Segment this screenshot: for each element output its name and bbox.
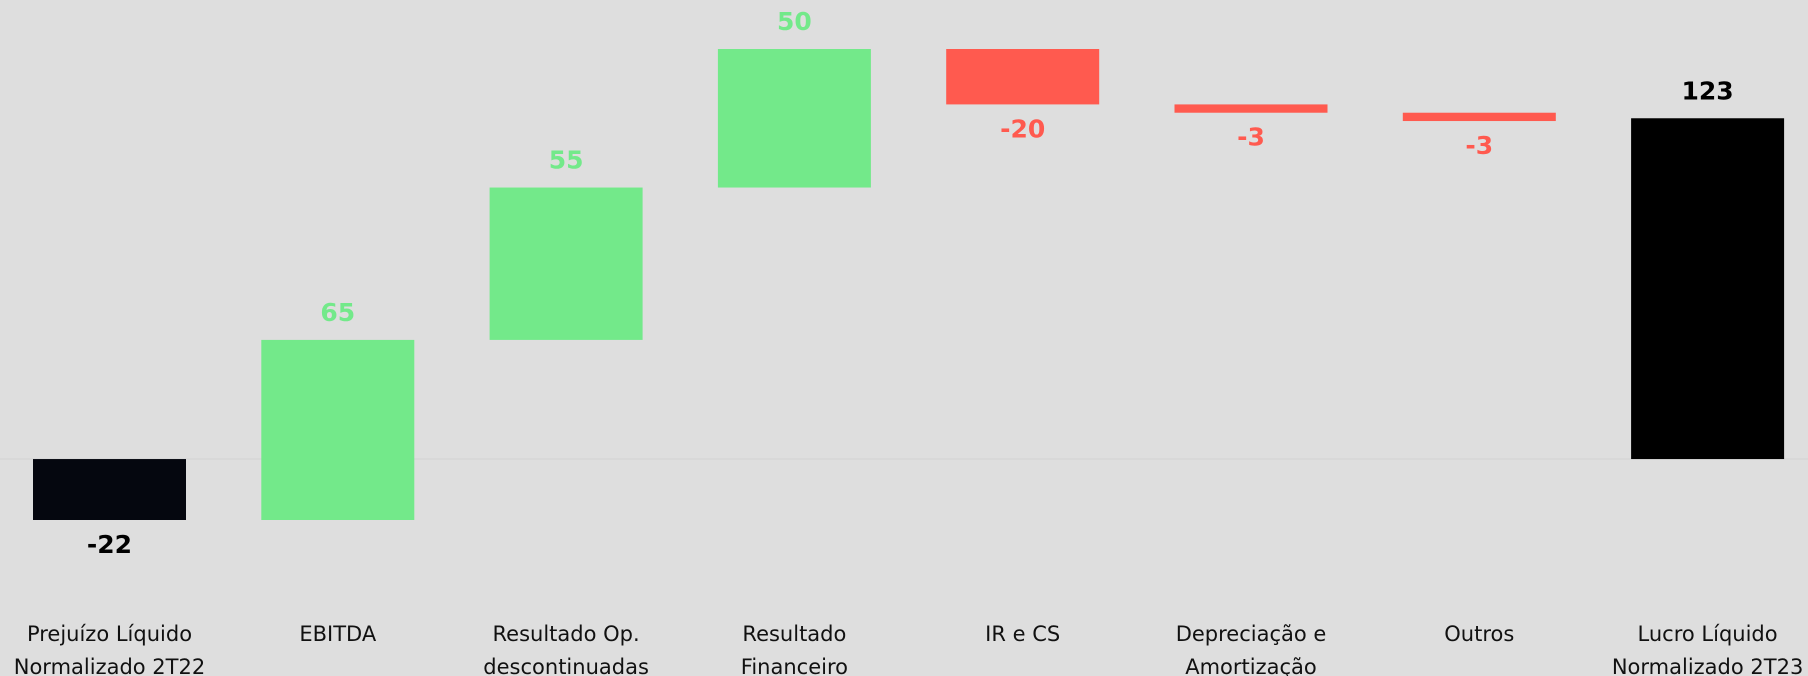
bar bbox=[33, 459, 186, 520]
bar bbox=[1174, 104, 1328, 113]
x-tick-label: Lucro Líquido Normalizado 2T23 bbox=[1611, 622, 1804, 676]
x-tick-label: Resultado Financeiro bbox=[740, 622, 848, 676]
bar bbox=[1402, 112, 1556, 122]
x-tick-label: Outros bbox=[1444, 622, 1515, 646]
x-tick-label: Depreciação e Amortização bbox=[1175, 622, 1327, 676]
x-tick-label: Prejuízo Líquido Normalizado 2T22 bbox=[13, 622, 206, 676]
plot: -22 65 55 50 -20 -3 -3 123 bbox=[0, 7, 1808, 559]
bar bbox=[1631, 118, 1785, 460]
bar bbox=[946, 49, 1100, 105]
bar bbox=[489, 187, 643, 340]
data-label: 55 bbox=[549, 146, 584, 175]
data-label: -22 bbox=[87, 530, 132, 559]
data-label: 50 bbox=[777, 7, 812, 36]
bar bbox=[261, 339, 415, 520]
x-tick-label: IR e CS bbox=[985, 622, 1061, 646]
x-tick-label: Resultado Op. descontinuadas bbox=[483, 622, 649, 676]
bar bbox=[717, 49, 871, 188]
x-tick-label: EBITDA bbox=[299, 622, 377, 646]
data-label: 65 bbox=[320, 298, 355, 327]
data-label: -20 bbox=[1000, 114, 1045, 143]
data-label: -3 bbox=[1237, 123, 1265, 152]
data-label: -3 bbox=[1465, 131, 1493, 160]
data-label: 123 bbox=[1682, 76, 1734, 105]
